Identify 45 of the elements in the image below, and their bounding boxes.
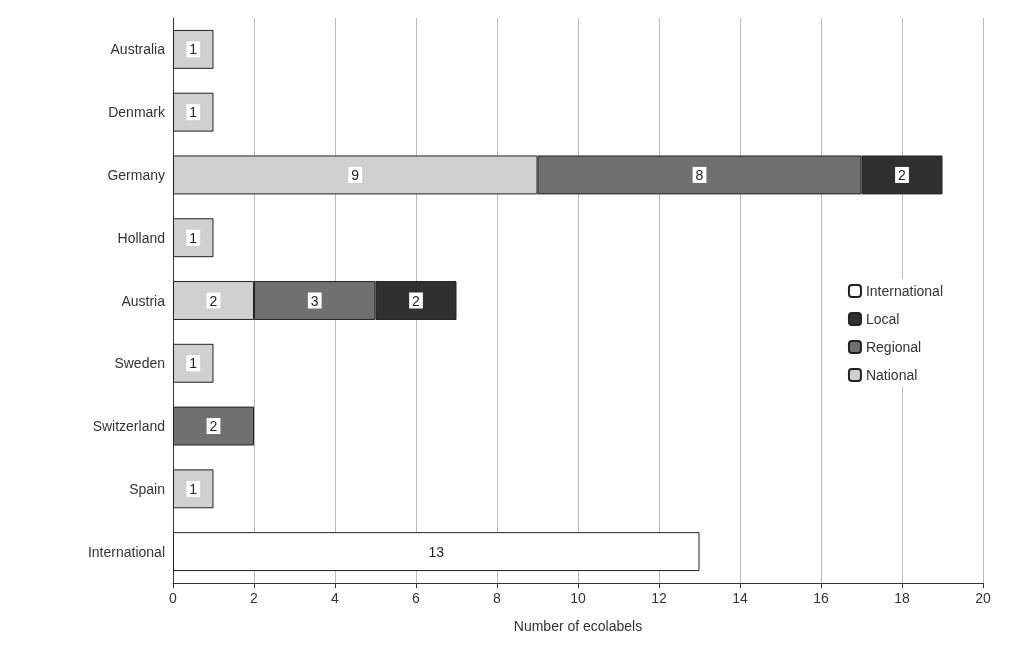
data-label: 2 [209,418,218,435]
data-label: 13 [428,543,445,560]
y-tick-label: Holland [117,229,165,246]
y-tick-label: International [87,543,165,560]
x-tick-label: 0 [169,590,178,606]
data-label: 2 [898,166,907,183]
legend-label: International [865,283,944,299]
legend-label: National [865,367,918,383]
data-label: 1 [189,41,198,58]
data-label: 1 [189,480,198,497]
x-tick-label: 20 [975,590,991,606]
legend-label: Regional [865,339,922,355]
data-label: 9 [351,166,360,183]
y-tick-label: Australia [110,41,166,58]
x-tick-label: 18 [894,590,910,606]
x-tick-label: 2 [250,590,259,606]
bar [173,406,254,446]
x-tick-label: 10 [570,590,586,606]
bar [173,532,700,572]
y-tick-label: Germany [107,166,165,183]
y-tick-label: Spain [129,480,165,497]
data-label: 2 [412,292,421,309]
bar [173,343,214,383]
data-label: 1 [189,229,198,246]
data-label: 3 [310,292,319,309]
y-tick-label: Sweden [114,355,165,372]
legend-label: Local [865,311,900,327]
y-tick-label: Switzerland [92,418,165,435]
data-label: 1 [189,355,198,372]
data-label: 8 [695,166,704,183]
data-label: 1 [189,104,198,121]
bar [173,92,214,132]
bar [173,469,214,509]
x-tick-label: 4 [331,590,340,606]
data-label: 2 [209,292,218,309]
x-tick-label: 14 [732,590,748,606]
x-tick-label: 8 [493,590,502,606]
y-tick-label: Austria [121,292,166,309]
x-tick-label: 16 [813,590,829,606]
x-tick-label: 6 [412,590,421,606]
y-tick-label: Denmark [108,104,166,121]
bar [173,29,214,69]
bar [173,218,214,258]
x-tick-label: 12 [651,590,667,606]
x-axis-title: Number of ecolabels [513,618,643,634]
